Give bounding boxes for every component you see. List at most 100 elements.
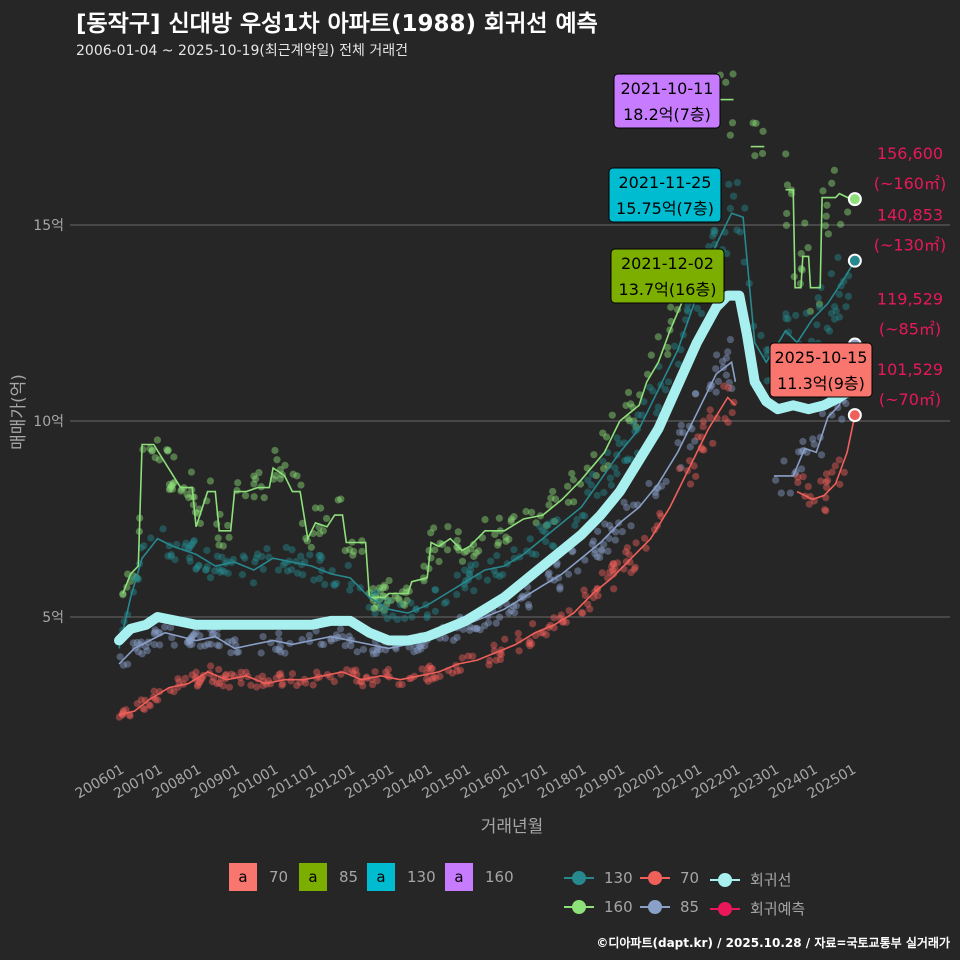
scatter-point	[195, 561, 203, 569]
scatter-point	[186, 641, 194, 649]
scatter-point	[193, 682, 201, 690]
scatter-point	[190, 630, 198, 638]
scatter-point	[556, 583, 564, 591]
annotation-date: 2025-10-15	[775, 348, 868, 367]
scatter-point	[476, 626, 484, 634]
scatter-point	[330, 677, 338, 686]
scatter-point	[255, 469, 263, 477]
scatter-point	[276, 669, 285, 678]
scatter-point	[453, 667, 461, 675]
scatter-point	[170, 688, 178, 696]
scatter-point	[461, 566, 469, 574]
scatter-point	[493, 552, 501, 560]
scatter-point	[664, 378, 673, 386]
scatter-point	[373, 677, 381, 685]
scatter-point	[271, 645, 280, 653]
scatter-point	[484, 619, 493, 627]
scatter-point	[427, 665, 435, 673]
scatter-point	[321, 580, 329, 589]
scatter-point	[283, 567, 292, 575]
scatter-point	[252, 475, 260, 483]
scatter-point	[293, 569, 302, 577]
scatter-point	[724, 384, 733, 392]
scatter-point	[376, 587, 384, 595]
scatter-point	[400, 601, 409, 609]
scatter-point	[663, 343, 672, 352]
scatter-point	[156, 641, 164, 649]
scatter-point	[611, 464, 619, 472]
scatter-point	[187, 541, 195, 549]
scatter-point	[453, 590, 461, 599]
scatter-point	[569, 476, 578, 484]
scatter-point	[133, 700, 141, 708]
scatter-point	[229, 555, 237, 564]
scatter-point	[542, 631, 550, 639]
scatter-point	[305, 631, 313, 640]
scatter-point	[730, 398, 738, 406]
scatter-point	[625, 417, 633, 425]
scatter-point	[161, 623, 169, 631]
legend-line-forecast: 회귀예측	[710, 898, 805, 919]
scatter-point	[334, 496, 342, 504]
scatter-point	[319, 527, 327, 535]
scatter-point	[208, 678, 217, 686]
scatter-point	[249, 579, 258, 587]
scatter-point	[652, 492, 660, 500]
scatter-point	[815, 300, 824, 308]
scatter-point	[686, 443, 694, 451]
scatter-point	[430, 524, 438, 532]
scatter-point	[624, 455, 632, 463]
scatter-point	[548, 541, 556, 550]
scatter-point	[528, 550, 536, 558]
scatter-point	[692, 390, 700, 398]
scatter-point	[297, 552, 305, 560]
scatter-point	[545, 501, 553, 509]
scatter-point	[609, 566, 617, 574]
scatter-point	[821, 222, 830, 230]
scatter-point	[714, 377, 722, 385]
scatter-point	[332, 579, 341, 588]
scatter-point	[424, 664, 432, 672]
legend-area-85: a 85	[299, 863, 358, 891]
legend-line-icon	[564, 871, 594, 885]
scatter-point	[219, 682, 227, 690]
scatter-point	[593, 553, 601, 561]
scatter-point	[317, 640, 325, 648]
scatter-point	[674, 439, 682, 447]
scatter-point	[577, 609, 586, 617]
scatter-point	[126, 712, 134, 720]
scatter-point	[496, 655, 504, 664]
scatter-point	[562, 618, 570, 626]
scatter-point	[544, 520, 552, 528]
annotation-date: 2021-12-02	[621, 254, 714, 273]
scatter-point	[634, 411, 642, 419]
scatter-point	[428, 675, 436, 683]
scatter-point	[213, 552, 221, 560]
y-tick-label: 10억	[33, 414, 64, 430]
scatter-point	[218, 567, 226, 575]
scatter-point	[275, 646, 283, 654]
scatter-point	[385, 576, 393, 585]
scatter-point	[772, 476, 780, 484]
legend-label: 130	[407, 868, 436, 886]
scatter-point	[224, 569, 232, 577]
scatter-point	[164, 446, 172, 454]
scatter-point	[505, 609, 513, 617]
scatter-point	[206, 477, 215, 485]
scatter-point	[189, 538, 198, 546]
scatter-point	[211, 567, 219, 575]
scatter-point	[241, 492, 250, 500]
scatter-point	[822, 470, 831, 478]
scatter-point	[797, 264, 805, 273]
scatter-point	[189, 631, 197, 639]
scatter-point	[524, 601, 533, 609]
scatter-point	[399, 600, 407, 608]
scatter-point	[611, 536, 619, 544]
legend-line-icon	[640, 871, 670, 885]
scatter-point	[207, 662, 215, 670]
scatter-point	[499, 570, 507, 579]
scatter-point	[274, 566, 283, 574]
scatter-point	[725, 379, 733, 387]
scatter-point	[215, 541, 223, 549]
